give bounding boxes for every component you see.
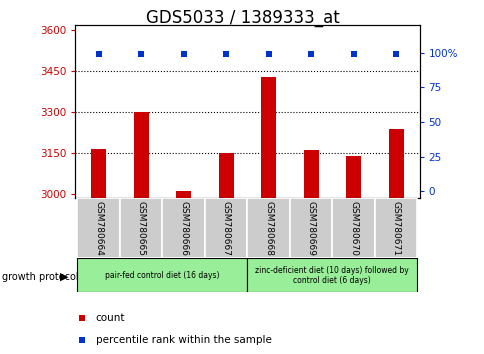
Bar: [204, 198, 247, 258]
Text: GSM780669: GSM780669: [306, 201, 315, 256]
Text: GDS5033 / 1389333_at: GDS5033 / 1389333_at: [145, 9, 339, 27]
Bar: [77, 258, 247, 292]
Text: growth protocol: growth protocol: [2, 272, 79, 282]
Bar: [134, 112, 148, 354]
Bar: [388, 129, 403, 354]
Text: GSM780670: GSM780670: [348, 201, 357, 256]
Bar: [176, 192, 191, 354]
Bar: [91, 149, 106, 354]
Text: GSM780671: GSM780671: [391, 201, 400, 256]
Bar: [77, 198, 120, 258]
Bar: [162, 198, 204, 258]
Bar: [247, 258, 417, 292]
Text: GSM780667: GSM780667: [221, 201, 230, 256]
Text: GSM780668: GSM780668: [264, 201, 272, 256]
Bar: [289, 198, 332, 258]
Text: GSM780664: GSM780664: [94, 201, 103, 256]
Text: percentile rank within the sample: percentile rank within the sample: [96, 335, 271, 345]
Text: GSM780666: GSM780666: [179, 201, 188, 256]
Text: ▶: ▶: [60, 272, 69, 282]
Text: count: count: [96, 313, 125, 323]
Text: GSM780665: GSM780665: [136, 201, 145, 256]
Bar: [332, 198, 374, 258]
Bar: [346, 156, 360, 354]
Text: pair-fed control diet (16 days): pair-fed control diet (16 days): [105, 271, 219, 280]
Bar: [247, 198, 289, 258]
Bar: [120, 198, 162, 258]
Bar: [260, 77, 275, 354]
Bar: [303, 150, 318, 354]
Text: zinc-deficient diet (10 days) followed by
control diet (6 days): zinc-deficient diet (10 days) followed b…: [255, 266, 408, 285]
Bar: [374, 198, 417, 258]
Bar: [218, 153, 233, 354]
